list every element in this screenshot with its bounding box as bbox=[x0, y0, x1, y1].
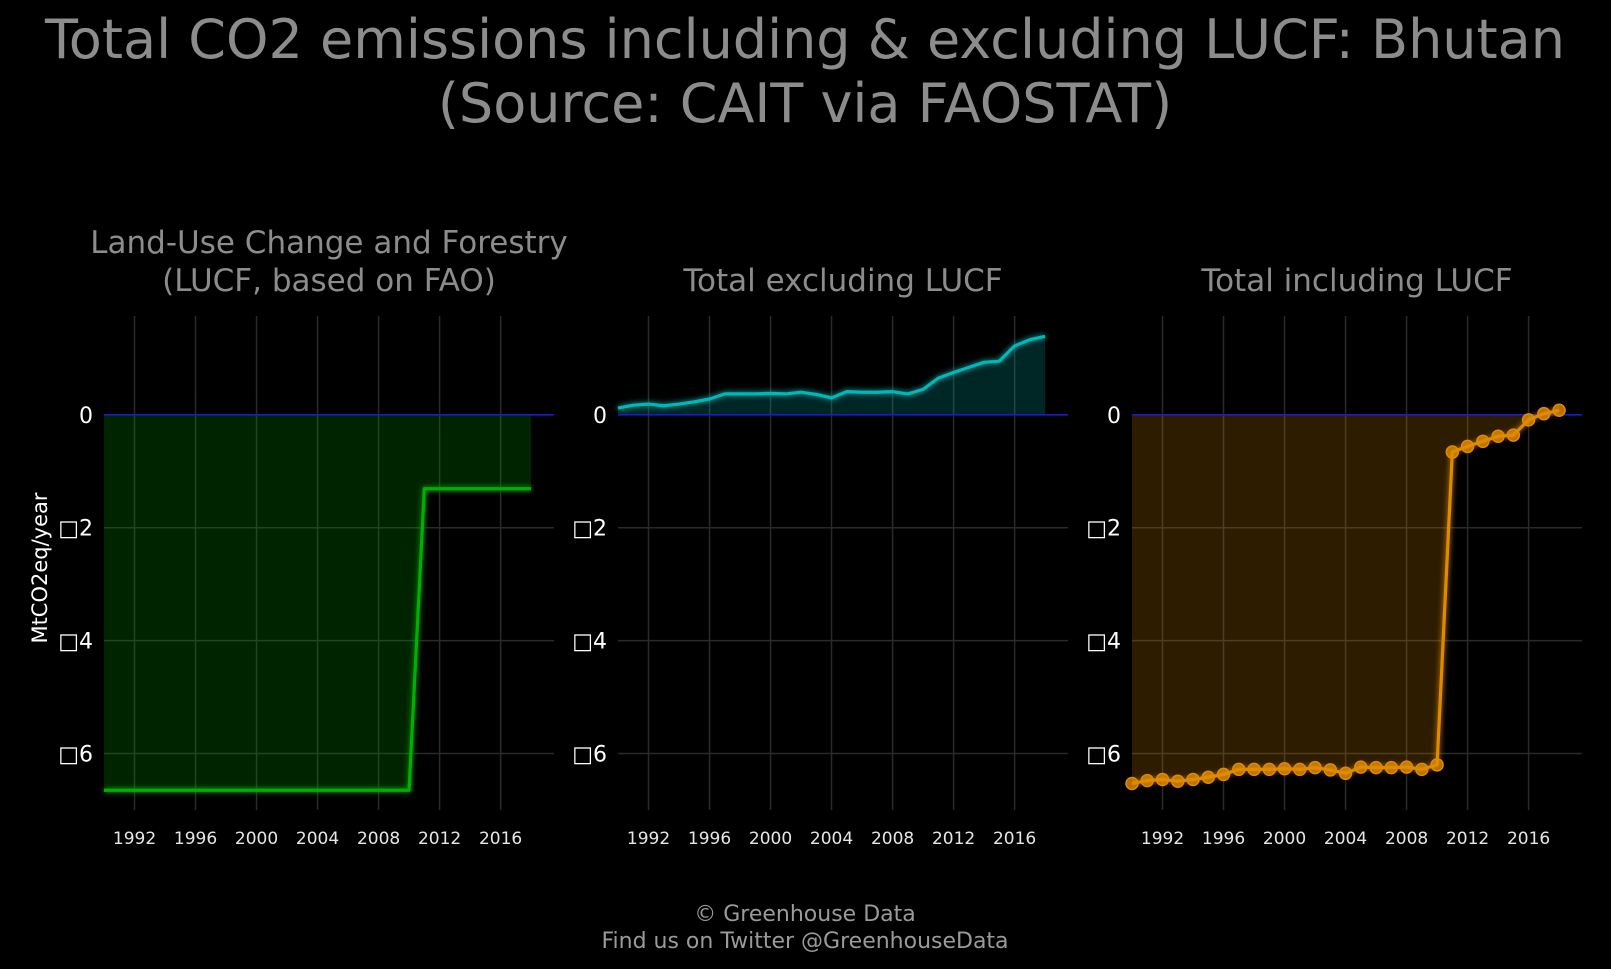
data-point-2004 bbox=[1338, 766, 1353, 781]
data-point-1994 bbox=[1186, 772, 1200, 787]
x-tick-label: 2012 bbox=[1446, 829, 1489, 849]
data-point-2012 bbox=[1460, 439, 1475, 454]
x-tick-label: 2016 bbox=[993, 829, 1036, 849]
data-point-2018 bbox=[1552, 403, 1566, 418]
y-tick-label: □4 bbox=[58, 630, 93, 655]
series-area bbox=[104, 414, 532, 791]
data-point-2009 bbox=[1415, 762, 1429, 777]
data-point-1995 bbox=[1201, 770, 1216, 785]
series-line bbox=[617, 334, 1046, 410]
y-axis-label: MtCO2eq/year bbox=[28, 492, 52, 643]
x-tick-label: 2004 bbox=[810, 829, 853, 849]
data-point-1993 bbox=[1171, 774, 1185, 788]
data-point-1990 bbox=[1125, 776, 1139, 791]
x-tick-label: 2008 bbox=[357, 829, 400, 849]
data-point-2015 bbox=[1506, 428, 1521, 442]
data-point-1991 bbox=[1140, 773, 1155, 788]
data-point-2003 bbox=[1323, 763, 1338, 777]
data-point-1992 bbox=[1155, 772, 1170, 787]
data-point-1997 bbox=[1232, 762, 1246, 777]
panels: Land-Use Change and Forestry(LUCF, based… bbox=[58, 225, 1582, 849]
x-tick-label: 2008 bbox=[1385, 829, 1428, 849]
data-point-1999 bbox=[1262, 762, 1277, 777]
data-point-2010 bbox=[1430, 758, 1444, 772]
x-tick-label: 2016 bbox=[479, 829, 522, 849]
data-point-2000 bbox=[1277, 762, 1292, 776]
y-tick-label: □2 bbox=[1086, 517, 1121, 542]
panel-title: Land-Use Change and Forestry bbox=[90, 225, 568, 261]
data-point-2001 bbox=[1293, 762, 1307, 777]
y-tick-label: □6 bbox=[572, 743, 607, 768]
figure-title-line-2: (Source: CAIT via FAOSTAT) bbox=[438, 72, 1172, 135]
panel-including-lucf: Total including LUCF 0 □2 □4 □6 1992 1996 2000 2… bbox=[1086, 263, 1582, 849]
footer-copyright: © Greenhouse Data bbox=[694, 902, 915, 927]
data-point-2006 bbox=[1369, 760, 1383, 775]
x-tick-label: 2012 bbox=[418, 829, 461, 849]
x-tick-label: 2004 bbox=[1324, 829, 1367, 849]
x-tick-label: 1992 bbox=[627, 829, 670, 849]
y-tick-label: 0 bbox=[1107, 404, 1121, 429]
x-tick-label: 1996 bbox=[174, 829, 217, 849]
x-tick-label: 2000 bbox=[235, 829, 278, 849]
footer-twitter: Find us on Twitter @GreenhouseData bbox=[601, 929, 1008, 954]
x-tick-label: 2008 bbox=[871, 829, 914, 849]
panel-title: (LUCF, based on FAO) bbox=[162, 263, 496, 299]
panel-title: Total excluding LUCF bbox=[682, 263, 1002, 299]
data-point-2011 bbox=[1445, 445, 1460, 459]
x-tick-label: 2016 bbox=[1507, 829, 1550, 849]
y-tick-label: □2 bbox=[58, 517, 93, 542]
y-tick-label: □4 bbox=[1086, 630, 1121, 655]
x-tick-label: 2012 bbox=[932, 829, 975, 849]
x-tick-label: 1996 bbox=[688, 829, 731, 849]
panel-lucf: Land-Use Change and Forestry(LUCF, based… bbox=[58, 225, 568, 849]
data-point-2002 bbox=[1308, 760, 1322, 775]
x-tick-label: 1992 bbox=[113, 829, 156, 849]
y-tick-label: 0 bbox=[593, 404, 607, 429]
figure-title-line-1: Total CO2 emissions including & excludin… bbox=[44, 8, 1565, 71]
y-tick-label: 0 bbox=[79, 404, 93, 429]
data-point-1996 bbox=[1216, 767, 1231, 782]
y-tick-label: □6 bbox=[58, 743, 93, 768]
x-tick-label: 1996 bbox=[1202, 829, 1245, 849]
series-line bbox=[104, 487, 532, 792]
data-point-2014 bbox=[1491, 429, 1505, 444]
data-point-2017 bbox=[1537, 406, 1551, 421]
x-tick-label: 2004 bbox=[296, 829, 339, 849]
x-tick-label: 1992 bbox=[1141, 829, 1184, 849]
y-tick-label: □4 bbox=[572, 630, 607, 655]
panel-excluding-lucf: Total excluding LUCF 0 □2 □4 □6 1992 1996 2000 2… bbox=[572, 263, 1068, 849]
data-point-2005 bbox=[1354, 760, 1368, 774]
y-tick-label: □2 bbox=[572, 517, 607, 542]
data-point-2016 bbox=[1521, 413, 1536, 427]
data-point-2007 bbox=[1384, 760, 1399, 775]
y-tick-label: □6 bbox=[1086, 743, 1121, 768]
panel-title: Total including LUCF bbox=[1200, 263, 1512, 299]
data-point-2013 bbox=[1476, 434, 1490, 449]
series-area bbox=[1132, 410, 1560, 784]
x-tick-label: 2000 bbox=[1263, 829, 1306, 849]
data-point-1998 bbox=[1247, 762, 1261, 777]
x-tick-label: 2000 bbox=[749, 829, 792, 849]
data-point-2008 bbox=[1399, 760, 1414, 774]
